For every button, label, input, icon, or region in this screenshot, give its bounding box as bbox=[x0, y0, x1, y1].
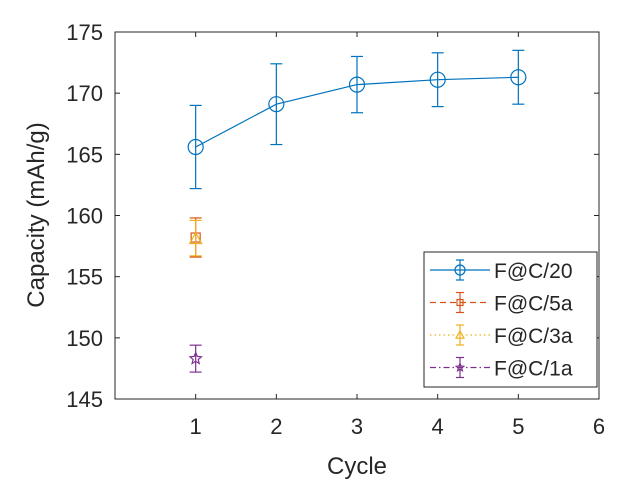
legend-label: F@C/5a bbox=[494, 293, 573, 316]
legend-marker bbox=[454, 362, 466, 372]
x-tick-label: 6 bbox=[593, 414, 605, 439]
data-point bbox=[188, 231, 203, 245]
series-F@C/20 bbox=[187, 49, 527, 190]
legend-entry: F@C/20 bbox=[430, 259, 573, 283]
series-F@C/3a bbox=[188, 219, 203, 257]
y-tick-label: 155 bbox=[66, 265, 103, 290]
legend-label: F@C/1a bbox=[494, 358, 573, 381]
series-F@C/1a bbox=[188, 344, 203, 373]
x-tick-label: 2 bbox=[270, 414, 282, 439]
x-tick-label: 5 bbox=[512, 414, 524, 439]
y-tick-label: 160 bbox=[66, 204, 103, 229]
legend-box bbox=[423, 251, 598, 388]
legend-label: F@C/3a bbox=[494, 325, 573, 348]
legend-entry: F@C/1a bbox=[430, 356, 573, 381]
y-tick-label: 150 bbox=[66, 326, 103, 351]
legend-entry: F@C/3a bbox=[430, 324, 573, 348]
legend-entry: F@C/5a bbox=[430, 291, 573, 316]
y-axis-label: Capacity (mAh/g) bbox=[23, 122, 50, 307]
x-tick-label: 4 bbox=[432, 414, 444, 439]
y-tick-label: 170 bbox=[66, 81, 103, 106]
data-point bbox=[510, 69, 527, 86]
x-axis-label: Cycle bbox=[327, 453, 387, 480]
legend-marker bbox=[456, 298, 464, 307]
data-point bbox=[348, 76, 366, 93]
y-tick-label: 165 bbox=[66, 142, 103, 167]
data-point bbox=[188, 351, 203, 365]
legend-marker bbox=[454, 329, 466, 339]
legend: F@C/20 F@C/5a F@C/3a F@C/1a bbox=[423, 251, 598, 388]
data-point bbox=[187, 138, 204, 156]
legend-label: F@C/20 bbox=[494, 260, 573, 283]
data-point bbox=[429, 71, 446, 88]
y-tick-label: 175 bbox=[66, 20, 103, 45]
data-point bbox=[268, 96, 285, 113]
y-tick-label: 145 bbox=[66, 387, 103, 412]
x-tick-label: 1 bbox=[190, 414, 202, 439]
legend-marker bbox=[454, 264, 466, 276]
x-tick-label: 3 bbox=[351, 414, 363, 439]
